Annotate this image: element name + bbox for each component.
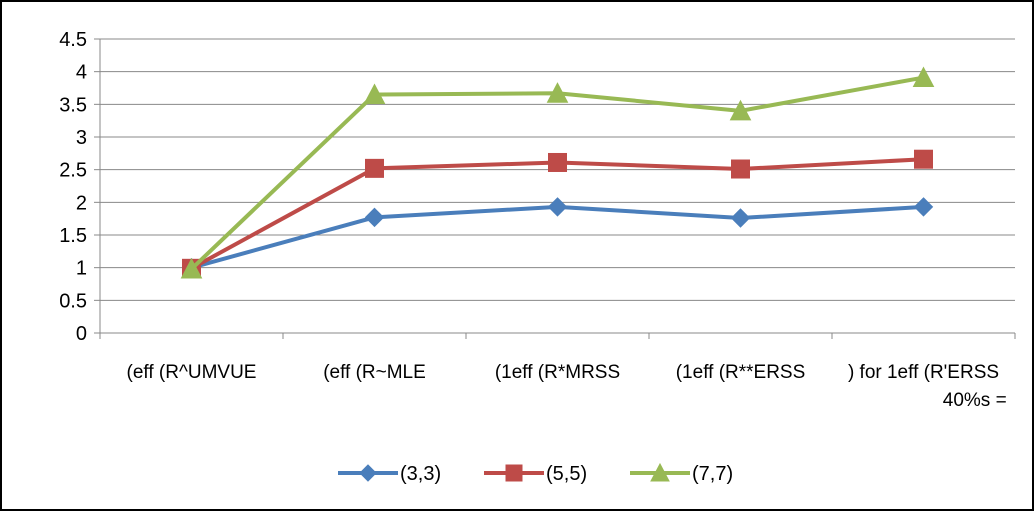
data-point [547, 197, 568, 217]
x-category-label: 40%s = [943, 390, 1007, 411]
data-point [731, 159, 750, 179]
data-point [363, 83, 386, 105]
x-category-label: (eff (R^UMVUE [127, 362, 257, 383]
y-tick-label: 4 [76, 62, 87, 84]
data-point [359, 464, 377, 482]
data-point [914, 149, 933, 169]
data-point [729, 99, 752, 121]
x-category-label: ) for 1eff (R'ERSS [848, 362, 999, 383]
x-category-label: (1eff (R**ERSS [676, 362, 806, 383]
legend-label: (5,5) [546, 463, 587, 485]
series-line [190, 75, 924, 271]
data-point [546, 82, 569, 103]
data-point [548, 152, 567, 172]
y-tick-label: 1 [76, 258, 87, 280]
series [180, 66, 935, 279]
legend-item: (3,3) [338, 463, 441, 485]
y-tick-label: 4.5 [59, 29, 87, 51]
y-tick-label: 3.5 [59, 94, 87, 116]
data-point [365, 158, 384, 178]
data-point [505, 464, 523, 482]
y-tick-label: 0.5 [59, 290, 87, 312]
axes [94, 38, 1016, 339]
legend-label: (7,7) [692, 463, 733, 485]
data-point [650, 462, 670, 482]
y-tick-label: 1.5 [59, 225, 87, 247]
y-tick-label: 2.5 [59, 160, 87, 182]
legend-item: (5,5) [484, 463, 587, 485]
y-tick-label: 2 [76, 192, 87, 214]
legend-item: (7,7) [630, 462, 733, 485]
data-point [364, 207, 385, 228]
x-axis-categories: (eff (R^UMVUE (eff (R~MLE (1eff (R*MRSS (1e… [127, 362, 1007, 411]
data-point [180, 257, 203, 279]
series-triangle [180, 66, 935, 279]
data-point [730, 208, 751, 228]
x-category-label: (1eff (R*MRSS [495, 362, 620, 383]
y-axis-ticks: 0 0.5 1 1.5 2 2.5 3 3.5 4 4.5 [59, 29, 87, 345]
y-tick-label: 0 [76, 323, 87, 345]
data-point [912, 66, 935, 88]
legend-label: (3,3) [400, 463, 441, 485]
y-tick-label: 3 [76, 127, 87, 149]
legend: (3,3) (5,5) (7,7) [338, 462, 733, 485]
data-point [913, 197, 934, 217]
x-category-label: (eff (R~MLE [323, 362, 426, 383]
